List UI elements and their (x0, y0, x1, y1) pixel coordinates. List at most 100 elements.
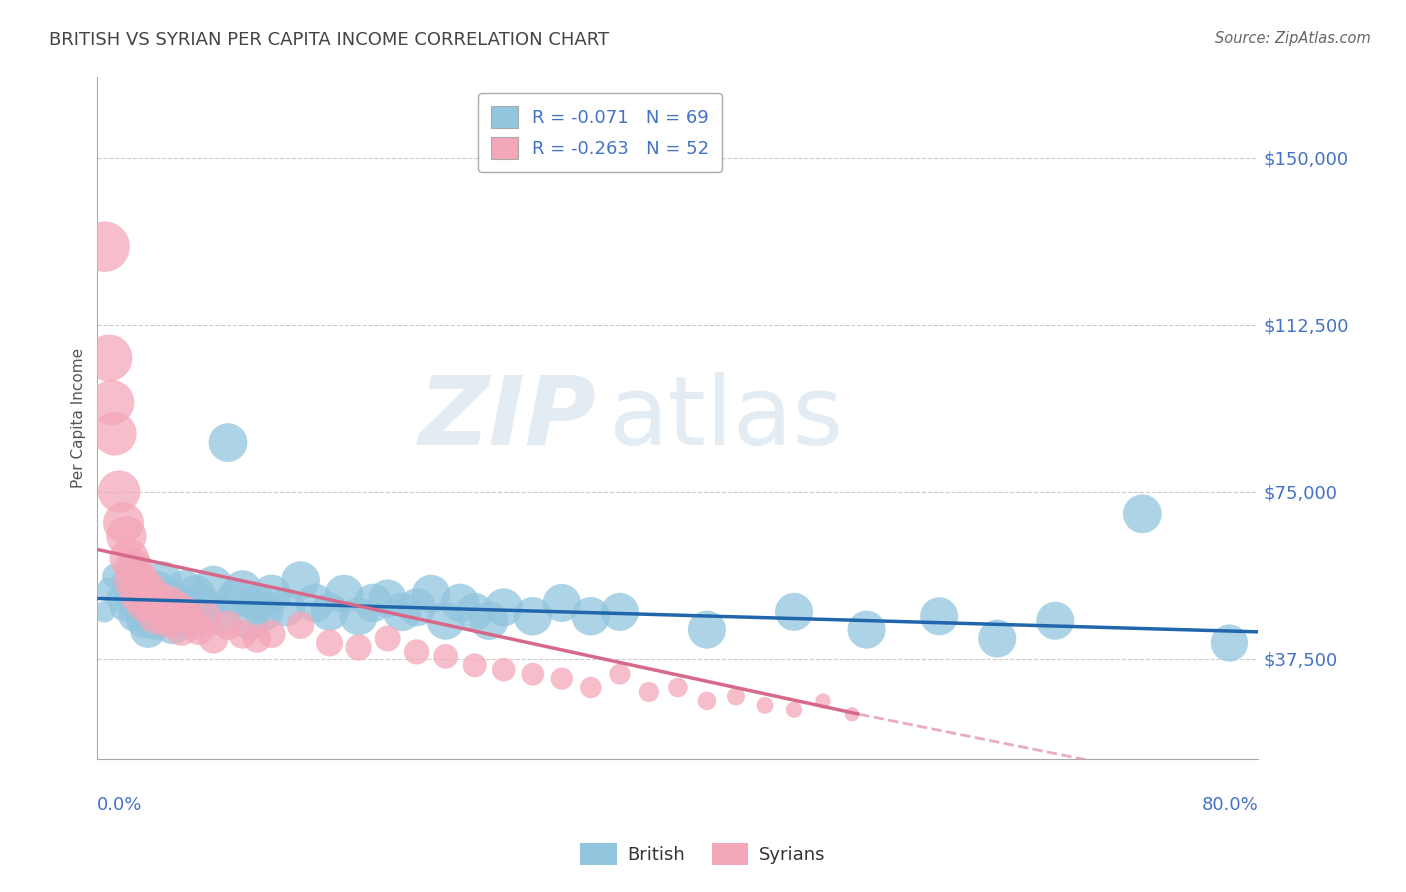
Point (361, 596, 384, 610)
Point (145, 591, 167, 606)
Point (260, 627, 283, 641)
Point (187, 623, 209, 637)
Point (141, 600, 163, 615)
Point (115, 529, 138, 543)
Point (104, 426, 127, 441)
Point (187, 596, 209, 610)
Point (253, 605, 276, 619)
Point (464, 605, 486, 619)
Point (274, 600, 297, 615)
Point (492, 600, 515, 615)
Point (231, 627, 253, 641)
Point (202, 578, 225, 592)
Point (209, 609, 232, 624)
Point (420, 587, 443, 601)
Point (492, 663, 515, 677)
Point (609, 667, 631, 681)
Text: Source: ZipAtlas.com: Source: ZipAtlas.com (1215, 31, 1371, 46)
Point (333, 587, 356, 601)
Point (176, 605, 198, 619)
Point (136, 623, 159, 637)
Point (145, 614, 167, 628)
Point (108, 484, 131, 499)
Point (666, 681, 689, 695)
Point (217, 435, 239, 450)
Point (162, 609, 184, 624)
Point (522, 667, 544, 681)
Point (377, 632, 399, 646)
Point (724, 690, 747, 704)
Point (986, 632, 1008, 646)
Text: 0.0%: 0.0% (97, 797, 143, 814)
Point (159, 591, 181, 606)
Point (136, 582, 159, 597)
Point (318, 636, 340, 650)
Point (132, 614, 155, 628)
Point (246, 596, 269, 610)
Point (173, 582, 195, 597)
Point (224, 591, 246, 606)
Point (841, 707, 863, 722)
Text: ZIP: ZIP (419, 372, 596, 465)
Point (195, 609, 218, 624)
Point (1130, 507, 1153, 521)
Point (173, 605, 195, 619)
Point (127, 596, 149, 610)
Point (928, 609, 950, 624)
Point (579, 609, 602, 624)
Point (318, 605, 340, 619)
Point (170, 623, 193, 637)
Point (97, 582, 120, 597)
Point (122, 609, 145, 624)
Point (145, 609, 167, 624)
Point (464, 658, 486, 673)
Point (156, 600, 179, 615)
Point (166, 596, 188, 610)
Point (148, 591, 170, 606)
Point (246, 632, 269, 646)
Point (170, 609, 193, 624)
Point (156, 614, 179, 628)
Point (129, 574, 152, 588)
Point (136, 587, 159, 601)
Point (184, 587, 207, 601)
Point (180, 614, 202, 628)
Point (347, 640, 370, 655)
Point (304, 596, 326, 610)
Y-axis label: Per Capita Income: Per Capita Income (72, 348, 86, 488)
Point (202, 632, 225, 646)
Point (696, 623, 718, 637)
Legend: R = -0.071   N = 69, R = -0.263   N = 52: R = -0.071 N = 69, R = -0.263 N = 52 (478, 94, 721, 171)
Point (377, 591, 399, 606)
Point (405, 600, 427, 615)
Legend: British, Syrians: British, Syrians (574, 836, 832, 872)
Point (347, 609, 370, 624)
Point (434, 649, 457, 664)
Point (638, 685, 661, 699)
Point (152, 574, 174, 588)
Point (1045, 614, 1067, 628)
Point (112, 600, 135, 615)
Point (1218, 636, 1240, 650)
Point (93, 240, 115, 254)
Point (152, 609, 174, 624)
Point (260, 587, 283, 601)
Point (579, 681, 602, 695)
Point (129, 605, 152, 619)
Point (97, 351, 120, 365)
Point (551, 672, 574, 686)
Point (166, 600, 188, 615)
Point (159, 596, 181, 610)
Text: 80.0%: 80.0% (1202, 797, 1258, 814)
Point (108, 591, 131, 606)
Point (132, 596, 155, 610)
Point (148, 582, 170, 597)
Point (239, 614, 262, 628)
Point (231, 582, 253, 597)
Point (195, 600, 218, 615)
Point (811, 694, 834, 708)
Point (118, 551, 141, 566)
Point (122, 560, 145, 574)
Point (118, 587, 141, 601)
Point (180, 614, 202, 628)
